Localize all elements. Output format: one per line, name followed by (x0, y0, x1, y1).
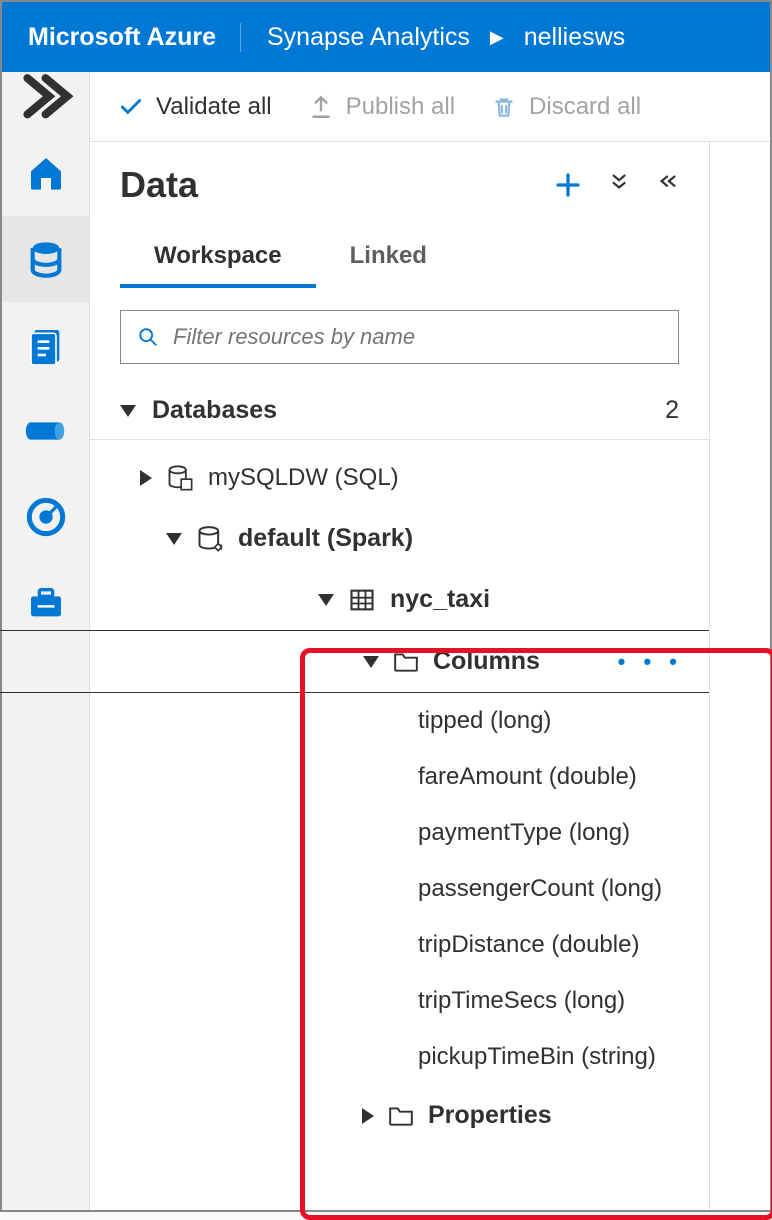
database-tree: mySQLDW (SQL) default (Spark) nyc_taxi (90, 440, 709, 1146)
caret-down-icon (120, 405, 136, 417)
top-nav-bar: Microsoft Azure Synapse Analytics ▶ nell… (2, 2, 770, 72)
tabs: Workspace Linked (90, 216, 709, 288)
tree-node-columns-selected[interactable]: Columns • • • (0, 630, 709, 693)
pipeline-icon (23, 416, 69, 446)
data-panel: Data Workspace Linked (90, 142, 710, 1210)
data-icon (26, 239, 66, 279)
publish-icon (308, 94, 334, 120)
brand-label[interactable]: Microsoft Azure (28, 23, 241, 52)
tree-node-nyctaxi[interactable]: nyc_taxi (90, 569, 709, 630)
filter-box[interactable] (120, 310, 679, 364)
publish-label: Publish all (346, 93, 455, 121)
column-passengercount[interactable]: passengerCount (long) (90, 861, 709, 917)
section-title: Databases (152, 396, 277, 425)
chevron-right-icon: ▶ (490, 27, 504, 48)
collapse-chevrons-icon[interactable] (657, 169, 679, 201)
tab-linked[interactable]: Linked (316, 228, 461, 288)
monitor-icon (26, 497, 66, 537)
folder-icon (388, 1105, 414, 1127)
more-actions-button[interactable]: • • • (618, 649, 683, 675)
tree-node-properties[interactable]: Properties (90, 1085, 709, 1146)
filter-input[interactable] (173, 324, 662, 350)
validate-label: Validate all (156, 93, 272, 121)
breadcrumb: Synapse Analytics ▶ nelliesws (241, 23, 625, 52)
caret-down-icon (318, 594, 334, 606)
search-icon (137, 326, 159, 348)
column-fareamount[interactable]: fareAmount (double) (90, 749, 709, 805)
db-label: mySQLDW (SQL) (208, 464, 399, 492)
properties-label: Properties (428, 1101, 552, 1130)
columns-label: Columns (433, 647, 540, 676)
caret-down-icon (166, 533, 182, 545)
develop-icon (26, 325, 66, 365)
check-icon (118, 94, 144, 120)
caret-right-icon (362, 1108, 374, 1124)
section-count: 2 (665, 396, 679, 425)
nav-data[interactable] (2, 216, 89, 302)
databases-section-header[interactable]: Databases 2 (90, 382, 709, 440)
column-triptimesecs[interactable]: tripTimeSecs (long) (90, 973, 709, 1029)
nav-develop[interactable] (2, 302, 89, 388)
folder-icon (393, 651, 419, 673)
breadcrumb-workspace[interactable]: nelliesws (524, 23, 625, 52)
spark-db-icon (196, 525, 224, 553)
table-icon (348, 586, 376, 614)
breadcrumb-service[interactable]: Synapse Analytics (267, 23, 470, 52)
db-label: default (Spark) (238, 524, 413, 553)
home-icon (26, 153, 66, 193)
tree-node-default-spark[interactable]: default (Spark) (90, 508, 709, 569)
validate-all-button[interactable]: Validate all (118, 93, 272, 121)
tab-workspace[interactable]: Workspace (120, 228, 316, 288)
table-label: nyc_taxi (390, 585, 490, 614)
caret-right-icon (140, 470, 152, 486)
command-bar: Validate all Publish all Discard all (90, 72, 770, 142)
sql-db-icon (166, 464, 194, 492)
publish-all-button[interactable]: Publish all (308, 93, 455, 121)
column-pickuptimebin[interactable]: pickupTimeBin (string) (90, 1029, 709, 1085)
nav-home[interactable] (2, 130, 89, 216)
nav-integrate[interactable] (2, 388, 89, 474)
toolbox-icon (26, 583, 66, 623)
discard-all-button[interactable]: Discard all (491, 93, 641, 121)
trash-icon (491, 94, 517, 120)
column-paymenttype[interactable]: paymentType (long) (90, 805, 709, 861)
column-tipped[interactable]: tipped (long) (90, 693, 709, 749)
panel-title: Data (120, 164, 198, 206)
tree-node-mysqldw[interactable]: mySQLDW (SQL) (90, 448, 709, 508)
expand-chevrons-icon[interactable] (609, 171, 631, 199)
caret-down-icon (363, 656, 379, 668)
nav-monitor[interactable] (2, 474, 89, 560)
column-tripdistance[interactable]: tripDistance (double) (90, 917, 709, 973)
discard-label: Discard all (529, 93, 641, 121)
add-button[interactable] (553, 170, 583, 200)
expand-rail-button[interactable] (2, 76, 89, 130)
